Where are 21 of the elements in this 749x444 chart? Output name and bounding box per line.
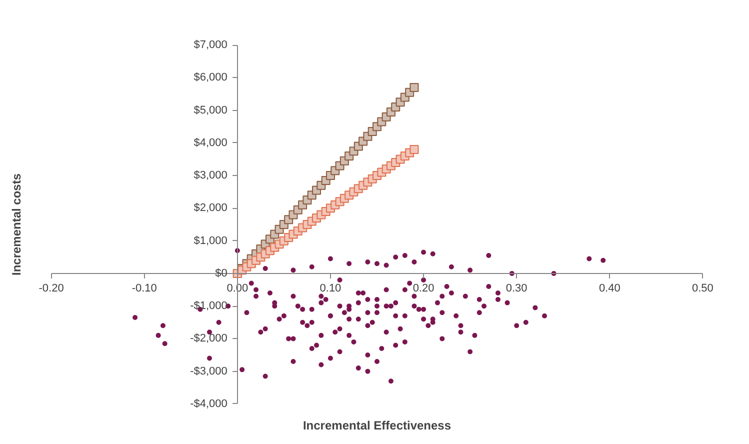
x-tick-label: -0.20 [38, 282, 64, 294]
point [410, 144, 419, 154]
y-tick-label: $5,000 [194, 104, 228, 116]
y-tick-label: $4,000 [194, 136, 228, 149]
y-tick-label: $1,000 [194, 234, 228, 247]
y-tick-label: $3,000 [194, 170, 228, 182]
point [410, 82, 419, 92]
x-tick-label: 0.50 [692, 282, 714, 294]
y-tick-label: $2,000 [194, 202, 228, 214]
y-tick-label: -$3,000 [190, 365, 228, 378]
y-tick-label: -$2,000 [190, 332, 228, 345]
x-tick-label: 0.30 [506, 282, 528, 294]
x-tick-label: -0.10 [132, 282, 157, 294]
y-tick-label: -$4,000 [190, 398, 228, 410]
y-tick-label: $7,000 [194, 39, 228, 52]
y-axis-title: Incremental costs [10, 173, 24, 276]
x-tick-label: 0.10 [320, 282, 342, 294]
x-tick-label: 0.40 [598, 282, 620, 294]
x-axis-title: Incremental Effectiveness [302, 418, 452, 432]
y-tick-label: $6,000 [194, 72, 228, 84]
x-tick-label: 0.20 [412, 282, 434, 294]
